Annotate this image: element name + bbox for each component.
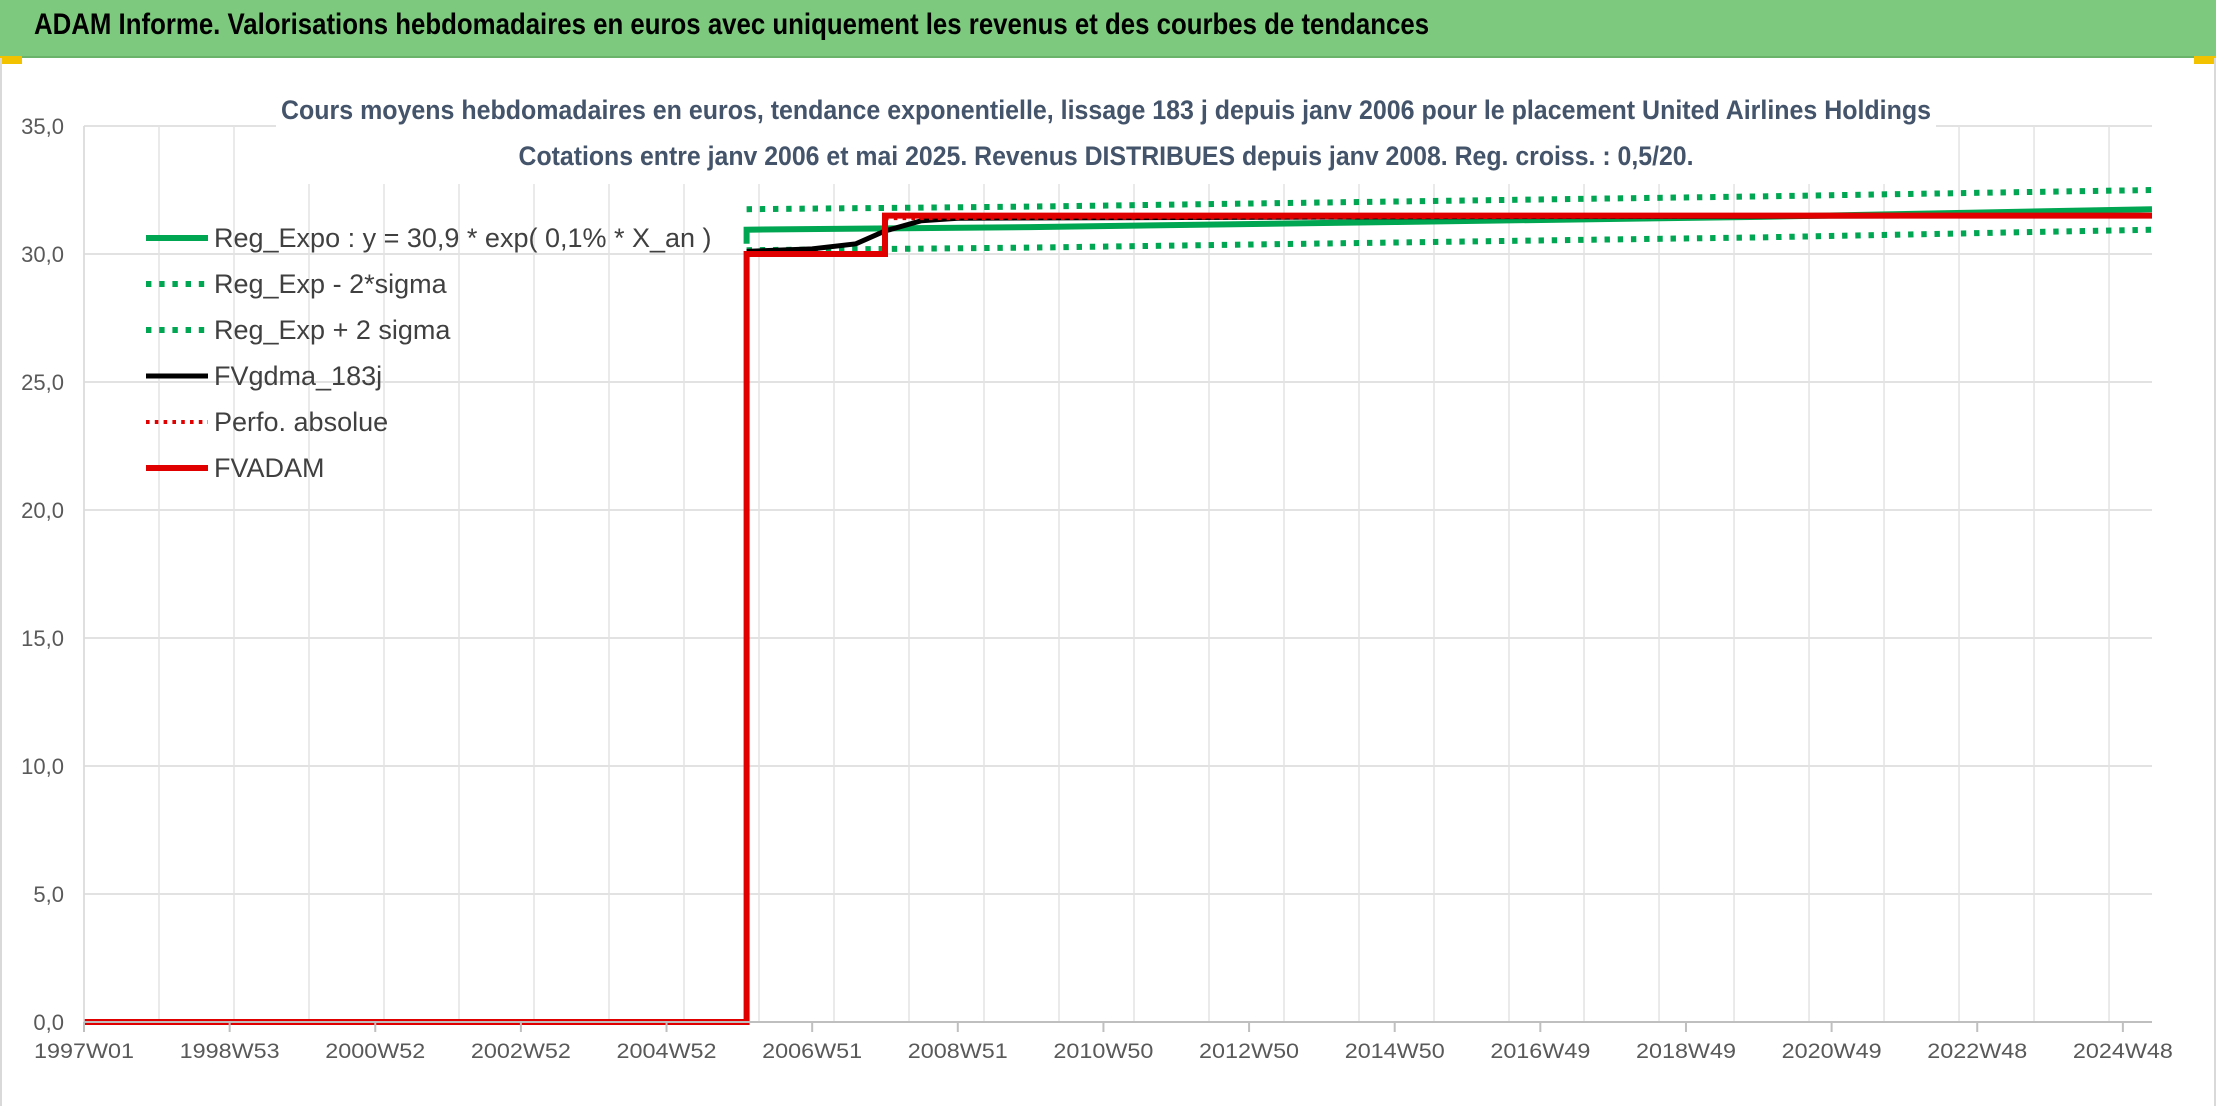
y-tick-label: 25,0 (21, 370, 64, 395)
x-tick-label: 2020W49 (1782, 1040, 1882, 1063)
legend-label: FVgdma_183j (214, 361, 382, 391)
y-tick-label: 30,0 (21, 242, 64, 267)
corner-marker-left (0, 56, 22, 64)
x-tick-label: 2008W51 (908, 1040, 1008, 1063)
y-tick-label: 15,0 (21, 626, 64, 651)
x-tick-label: 2016W49 (1490, 1040, 1590, 1063)
x-tick-label: 2012W50 (1199, 1040, 1299, 1063)
x-tick-label: 2006W51 (762, 1040, 862, 1063)
x-tick-label: 2002W52 (471, 1040, 571, 1063)
legend-label: Reg_Exp - 2*sigma (214, 269, 448, 299)
x-tick-label: 2010W50 (1053, 1040, 1153, 1063)
x-tick-label: 2018W49 (1636, 1040, 1736, 1063)
chart-frame (0, 58, 2216, 1106)
axes: 0,0 5,0 10,0 15,0 20,0 25,0 30,0 35,0 1997W01 199… (21, 114, 2173, 1063)
x-tick-label: 2024W48 (2073, 1040, 2173, 1063)
page-title: ADAM Informe. Valorisations hebdomadaire… (34, 8, 1430, 41)
x-tick-label: 2014W50 (1345, 1040, 1445, 1063)
legend-label: Perfo. absolue (214, 407, 388, 437)
x-tick-label: 1997W01 (34, 1040, 134, 1063)
y-tick-label: 35,0 (21, 114, 64, 139)
chart-title: Cours moyens hebdomadaires en euros, ten… (281, 95, 1931, 125)
corner-marker-right (2194, 56, 2216, 64)
series-line-1 (746, 226, 2153, 254)
header-bar: ADAM Informe. Valorisations hebdomadaire… (0, 0, 2216, 58)
series-line-2 (746, 187, 2153, 213)
grid (83, 125, 2152, 1023)
title-background (276, 106, 1936, 184)
y-tick-label: 10,0 (21, 754, 64, 779)
legend-label: Reg_Exp + 2 sigma (214, 315, 451, 345)
legend-label: FVADAM (214, 453, 325, 483)
legend: Reg_Expo : y = 30,9 * exp( 0,1% * X_an )… (146, 223, 712, 483)
x-tick-label: 1998W53 (180, 1040, 280, 1063)
y-tick-label: 20,0 (21, 498, 64, 523)
chart-subtitle: Cotations entre janv 2006 et mai 2025. R… (519, 141, 1694, 171)
y-tick-label: 5,0 (33, 882, 64, 907)
series-layer (84, 187, 2153, 1025)
legend-label: Reg_Expo : y = 30,9 * exp( 0,1% * X_an ) (214, 223, 712, 253)
x-tick-label: 2022W48 (1927, 1040, 2027, 1063)
x-tick-label: 2000W52 (325, 1040, 425, 1063)
y-tick-label: 0,0 (33, 1010, 64, 1035)
x-tick-label: 2004W52 (617, 1040, 717, 1063)
